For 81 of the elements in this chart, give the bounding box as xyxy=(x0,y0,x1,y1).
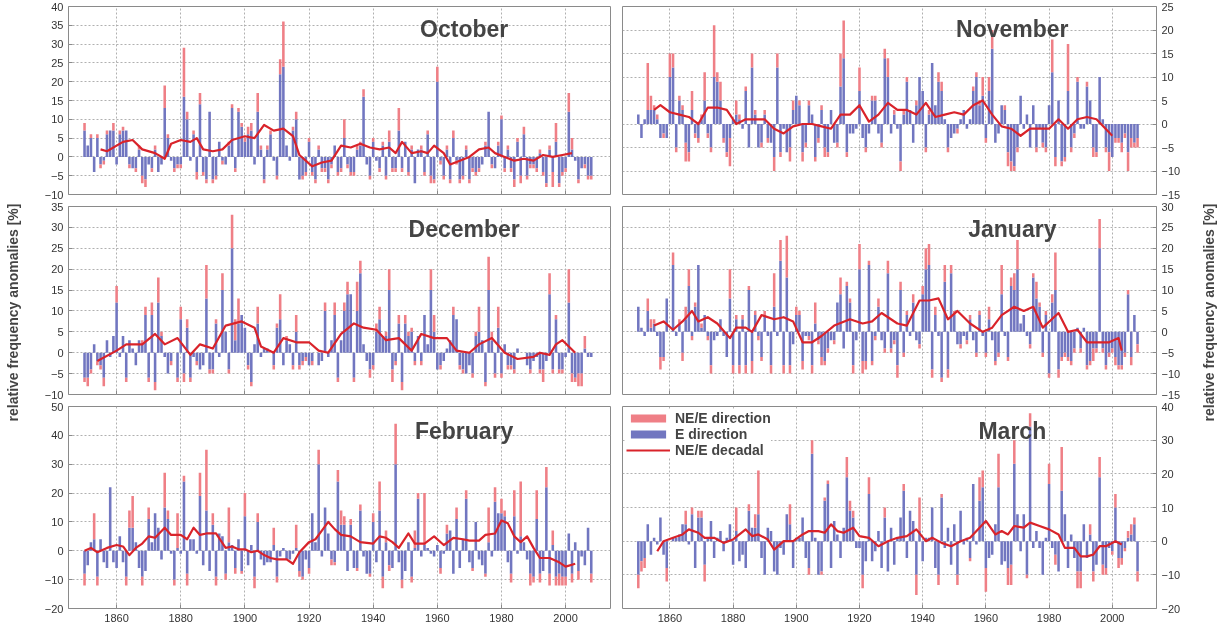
y-axis-title: relative frequency anomalies [%] xyxy=(4,203,21,422)
y2-tick-label: 30 xyxy=(1161,200,1174,213)
y-tick-label: −10 xyxy=(44,388,64,401)
y2-tick-label: 15 xyxy=(1161,47,1174,60)
chart-title: January xyxy=(968,216,1057,243)
y2-tick-label: 0 xyxy=(1161,118,1168,130)
y-tick-label: 30 xyxy=(51,38,64,51)
legend-label: NE/E direction xyxy=(675,410,771,426)
y-tick-label: 5 xyxy=(57,132,64,145)
x-tick-label: 1920 xyxy=(847,611,872,624)
chart-title: December xyxy=(408,216,520,243)
legend-label: NE/E decadal xyxy=(675,442,764,458)
y-tick-label: 10 xyxy=(51,304,64,317)
chart-title: October xyxy=(420,16,509,43)
y-tick-label: 30 xyxy=(51,221,64,234)
y-tick-label: 40 xyxy=(51,429,64,442)
y-tick-label: 25 xyxy=(51,56,64,69)
x-tick-label: 1960 xyxy=(973,611,999,624)
y-tick-label: −10 xyxy=(44,573,64,586)
y2-tick-label: −10 xyxy=(1161,367,1181,380)
x-tick-label: 1980 xyxy=(1036,611,1062,624)
y2-tick-label: −20 xyxy=(1161,602,1181,615)
y2-tick-label: −10 xyxy=(1161,568,1181,581)
y-tick-label: 0 xyxy=(57,150,64,163)
y-tick-label: 0 xyxy=(57,346,64,359)
legend-label: E direction xyxy=(675,426,748,442)
y-tick-label: 25 xyxy=(51,242,64,255)
y-tick-label: −10 xyxy=(44,188,64,201)
y2-axis-title: relative frequency anomalies [%] xyxy=(1200,203,1217,422)
y2-tick-label: 40 xyxy=(1161,400,1174,413)
x-tick-label: 1880 xyxy=(720,611,746,624)
x-tick-label: 1940 xyxy=(910,611,935,624)
y2-tick-label: 10 xyxy=(1161,71,1174,83)
y-tick-label: −5 xyxy=(50,367,64,380)
x-tick-label: 1860 xyxy=(657,611,683,624)
y2-tick-label: 10 xyxy=(1161,284,1174,297)
y2-tick-label: 5 xyxy=(1161,94,1168,107)
y2-tick-label: −10 xyxy=(1161,165,1181,177)
y-tick-label: 30 xyxy=(51,458,64,471)
y2-tick-label: 25 xyxy=(1161,221,1174,234)
y-tick-label: 15 xyxy=(51,94,64,107)
y2-tick-label: 10 xyxy=(1161,501,1174,514)
y2-tick-label: 5 xyxy=(1161,304,1168,317)
x-tick-label: 2000 xyxy=(553,611,578,624)
y2-tick-label: −15 xyxy=(1161,388,1181,401)
chart-title: November xyxy=(956,16,1069,43)
y2-tick-label: 20 xyxy=(1161,242,1174,255)
text: February xyxy=(414,417,514,444)
y-tick-label: 0 xyxy=(57,544,64,557)
x-tick-label: 1880 xyxy=(168,611,193,624)
y-tick-label: −5 xyxy=(50,169,64,182)
y-tick-label: 15 xyxy=(51,284,64,297)
y-tick-label: 35 xyxy=(51,19,64,32)
y-tick-label: 40 xyxy=(51,0,64,13)
y-tick-label: 20 xyxy=(51,75,64,88)
x-tick-label: 1900 xyxy=(784,611,809,624)
y2-tick-label: −5 xyxy=(1161,346,1175,359)
x-tick-label: 1900 xyxy=(232,611,258,624)
y-tick-label: −20 xyxy=(44,602,64,615)
y-tick-label: 10 xyxy=(51,515,64,528)
y2-tick-label: 30 xyxy=(1161,434,1174,447)
y2-tick-label: 0 xyxy=(1161,535,1168,548)
y2-tick-label: −15 xyxy=(1161,188,1181,201)
x-tick-label: 1980 xyxy=(489,611,514,624)
x-tick-label: 1860 xyxy=(104,611,129,624)
x-tick-label: 1940 xyxy=(360,611,386,624)
x-tick-label: 1960 xyxy=(425,611,450,624)
y-tick-label: 10 xyxy=(51,113,64,126)
y2-tick-label: 25 xyxy=(1161,0,1174,13)
y2-tick-label: 20 xyxy=(1161,467,1174,480)
y-tick-label: 20 xyxy=(51,263,64,276)
y-tick-label: 5 xyxy=(57,325,64,338)
y-tick-label: 50 xyxy=(51,400,64,413)
y2-tick-label: 0 xyxy=(1161,325,1168,338)
y2-tick-label: −5 xyxy=(1161,141,1175,154)
y2-tick-label: 20 xyxy=(1161,24,1174,36)
y2-tick-label: 15 xyxy=(1161,263,1174,276)
y-tick-label: 35 xyxy=(51,200,64,213)
y-tick-label: 20 xyxy=(51,487,64,500)
x-tick-label: 1920 xyxy=(296,611,322,624)
x-tick-label: 2000 xyxy=(1100,611,1125,624)
